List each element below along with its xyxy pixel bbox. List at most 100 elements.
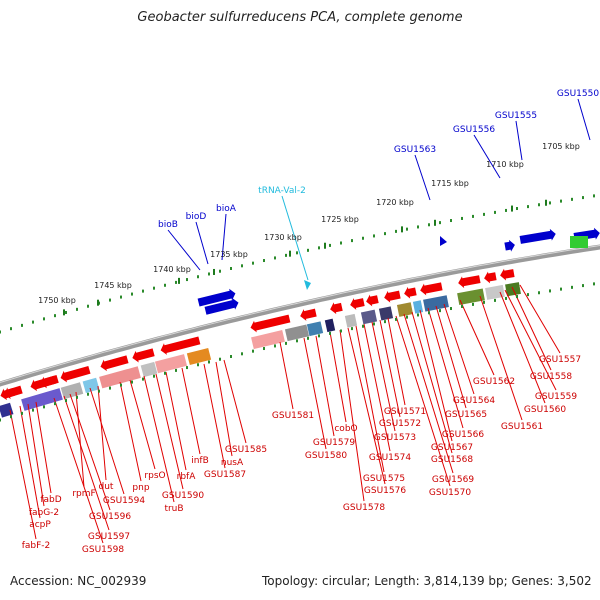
scale-label: 1745 kbp [94,281,132,290]
scale-dot-outer [384,232,386,236]
reverse-gene-label: GSU1575 [363,474,405,484]
reverse-leader [315,335,335,437]
scale-label: 1705 kbp [542,142,580,151]
reverse-gene-label: pnp [132,483,149,493]
genome-summary-text: Topology: circular; Length: 3,814,139 bp… [262,574,592,588]
reverse-gene-label: cobO [334,424,357,434]
scale-label: 1715 kbp [431,179,469,188]
feature-band [457,288,485,306]
scale-dot-inner [571,285,573,289]
reverse-leader [519,284,561,354]
scale-dot-inner [153,374,155,378]
forward-leader [577,98,591,141]
scale-dot-inner [208,360,210,364]
scale-dot-inner [131,380,133,384]
reverse-gene-label: truB [164,504,183,514]
scale-label: 1740 kbp [153,265,191,274]
forward-leader [515,120,523,161]
feature-band [306,321,324,337]
reverse-gene [330,302,343,315]
reverse-gene-label: GSU1594 [103,496,145,506]
forward-gene-label: GSU1556 [453,125,495,135]
reverse-gene-label: GSU1597 [88,532,130,542]
reverse-gene-label: GSU1564 [453,396,495,406]
scale-dot-inner [395,317,397,321]
reverse-gene-label: acpP [29,520,51,530]
scale-dot-inner [65,398,67,402]
reverse-leader [427,307,464,429]
reverse-gene-label: GSU1576 [364,486,406,496]
scale-tick [97,299,99,306]
scale-tick [324,242,326,249]
reverse-gene-label: GSU1585 [225,445,267,455]
scale-tick [401,226,403,233]
scale-track [0,194,595,422]
forward-gene-label: GSU1550 [557,89,599,99]
scale-dot-inner [109,386,111,390]
reverse-gene-label: infB [191,456,209,466]
scale-dot-outer [560,199,562,203]
reverse-gene-label: GSU1598 [82,545,124,555]
reverse-leader [143,375,175,503]
scale-dot-outer [318,246,320,250]
scale-label: 1735 kbp [210,250,248,259]
reverse-leader [53,397,104,544]
reverse-leader [119,381,142,482]
feature-band [60,382,84,400]
feature-band [82,377,100,394]
feature-band [21,388,63,411]
reverse-leader [443,303,475,395]
scale-tick [434,219,436,226]
reverse-strand-genes [0,268,515,401]
reverse-gene-label: GSU1578 [343,503,385,513]
scale-dot-outer [131,292,133,296]
reverse-gene [100,355,129,372]
forward-gene-label: bioD [186,212,207,222]
reverse-gene-label: nusA [221,458,244,468]
scale-dot-inner [461,304,463,308]
scale-dot-inner [373,322,375,326]
scale-dot-inner [593,282,595,286]
scale-dot-inner [98,389,100,393]
forward-gene [504,239,515,252]
feature-band [0,402,14,418]
reverse-leader [215,361,233,457]
reverse-gene-label: GSU1580 [305,451,347,461]
scale-dot-outer [21,323,23,327]
reverse-leader [499,291,546,404]
scale-dot-outer [373,234,375,238]
scale-dot-inner [197,363,199,367]
scale-dot-outer [428,223,430,227]
scale-dot-outer [197,275,199,279]
map-title: Geobacter sulfurreducens PCA, complete g… [137,10,463,25]
reverse-gene-label: GSU1574 [369,453,411,463]
scale-dot-outer [340,241,342,245]
reverse-leader [411,311,453,454]
scale-dot-inner [252,349,254,353]
scale-dot-inner [186,366,188,370]
reverse-gene [458,275,481,289]
scale-dot-inner [307,336,309,340]
scale-dot-outer [175,280,177,284]
reverse-gene-label: GSU1587 [204,470,246,480]
scale-dot-outer [10,327,12,331]
scale-dot-inner [175,368,177,372]
scale-labels: 1705 kbp 1710 kbp 1715 kbp 1720 kbp 1725 kbp… [38,142,580,305]
reverse-gene-label: GSU1570 [429,488,471,498]
forward-gene [197,288,236,307]
reverse-leader [419,309,453,442]
scale-dot-inner [362,324,364,328]
reverse-gene-label: fabD [40,495,61,505]
scale-dot-outer [274,256,276,260]
scale-dot-inner [219,357,221,361]
reverse-gene-label: GSU1568 [431,455,473,465]
backbone [0,244,600,387]
reverse-gene-label: GSU1573 [374,433,416,443]
reverse-gene [300,308,317,321]
reverse-leader [355,325,385,473]
scale-dot-inner [21,411,23,415]
scale-dot-outer [54,314,56,318]
reverse-gene-label: GSU1560 [524,405,566,415]
feature-band [412,300,424,314]
scale-dot-inner [516,295,518,299]
